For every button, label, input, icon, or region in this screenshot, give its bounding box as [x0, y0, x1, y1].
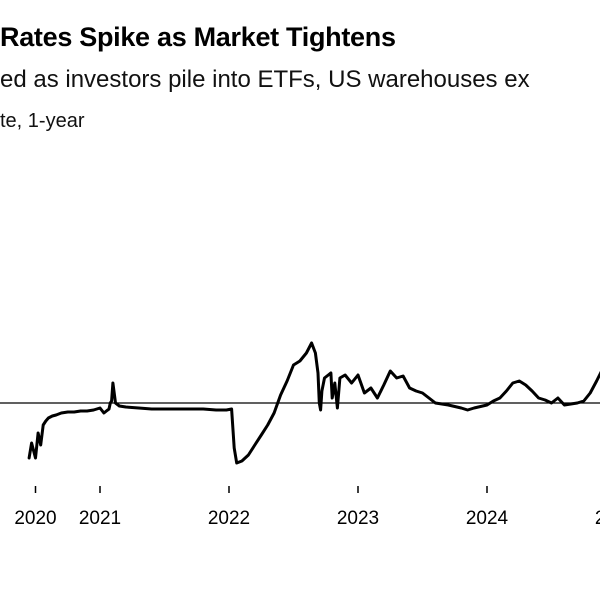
x-tick-label-2020: 2020 [14, 508, 56, 529]
x-axis-ticks: 2020 2021 2022 2023 2024 2025 [14, 486, 600, 529]
x-tick-label-2022: 2022 [208, 508, 250, 529]
series-line-0 [27, 341, 600, 465]
plot-area [0, 341, 600, 465]
x-tick-label-2024: 2024 [466, 508, 509, 529]
chart-title: Rates Spike as Market Tightens [0, 22, 396, 52]
x-tick-label-2021: 2021 [79, 508, 121, 529]
chart-subtitle: ed as investors pile into ETFs, US wareh… [0, 66, 530, 93]
x-tick-label-2025: 2025 [595, 508, 600, 529]
x-tick-label-2023: 2023 [337, 508, 379, 529]
chart-units-label: te, 1-year [0, 110, 85, 132]
